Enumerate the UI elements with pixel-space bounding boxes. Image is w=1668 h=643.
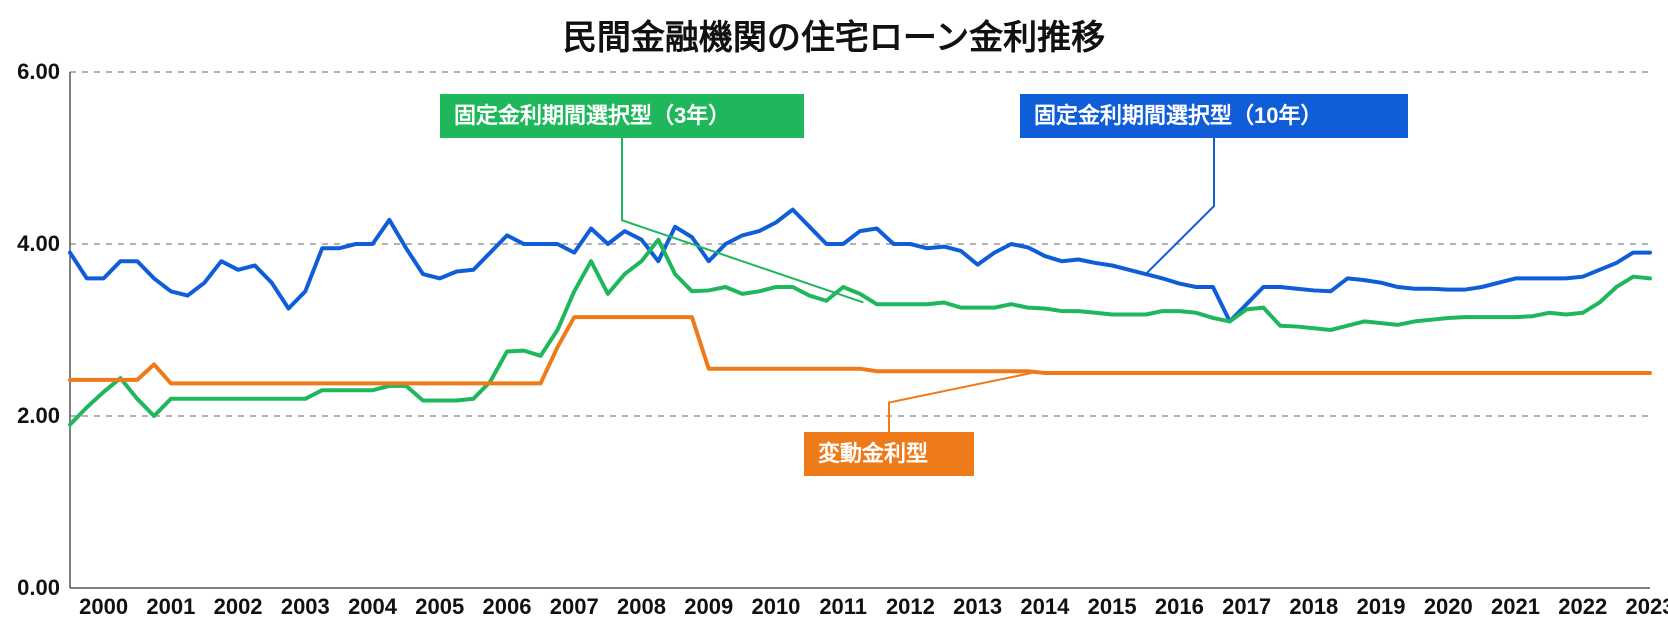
- series-line: [70, 317, 1650, 383]
- chart-svg: [0, 0, 1668, 643]
- y-tick-label: 4.00: [10, 231, 60, 257]
- callout-label: 固定金利期間選択型（3年）: [440, 94, 804, 138]
- y-tick-label: 2.00: [10, 403, 60, 429]
- x-tick-label: 2020: [1415, 594, 1481, 620]
- x-tick-label: 2015: [1079, 594, 1145, 620]
- x-tick-label: 2003: [272, 594, 338, 620]
- x-tick-label: 2007: [541, 594, 607, 620]
- x-tick-label: 2019: [1348, 594, 1414, 620]
- x-tick-label: 2017: [1214, 594, 1280, 620]
- callout-label: 変動金利型: [804, 432, 974, 476]
- x-tick-label: 2009: [676, 594, 742, 620]
- callout-leader: [1146, 138, 1214, 274]
- callout-label: 固定金利期間選択型（10年）: [1020, 94, 1408, 138]
- x-tick-label: 2012: [878, 594, 944, 620]
- callout-leader: [889, 373, 1031, 432]
- series-line: [70, 210, 1650, 322]
- y-tick-label: 0.00: [10, 575, 60, 601]
- y-tick-label: 6.00: [10, 59, 60, 85]
- callout-leader: [622, 138, 863, 302]
- series-line: [70, 240, 1650, 425]
- x-tick-label: 2022: [1550, 594, 1616, 620]
- x-tick-label: 2006: [474, 594, 540, 620]
- x-tick-label: 2001: [138, 594, 204, 620]
- x-tick-label: 2018: [1281, 594, 1347, 620]
- chart-container: 民間金融機関の住宅ローン金利推移 0.002.004.006.002000200…: [0, 0, 1668, 643]
- x-tick-label: 2023: [1617, 594, 1668, 620]
- x-tick-label: 2005: [407, 594, 473, 620]
- x-tick-label: 2004: [340, 594, 406, 620]
- x-tick-label: 2021: [1483, 594, 1549, 620]
- x-tick-label: 2000: [71, 594, 137, 620]
- x-tick-label: 2016: [1146, 594, 1212, 620]
- x-tick-label: 2011: [810, 594, 876, 620]
- x-tick-label: 2008: [609, 594, 675, 620]
- x-tick-label: 2014: [1012, 594, 1078, 620]
- x-tick-label: 2013: [945, 594, 1011, 620]
- x-tick-label: 2002: [205, 594, 271, 620]
- x-tick-label: 2010: [743, 594, 809, 620]
